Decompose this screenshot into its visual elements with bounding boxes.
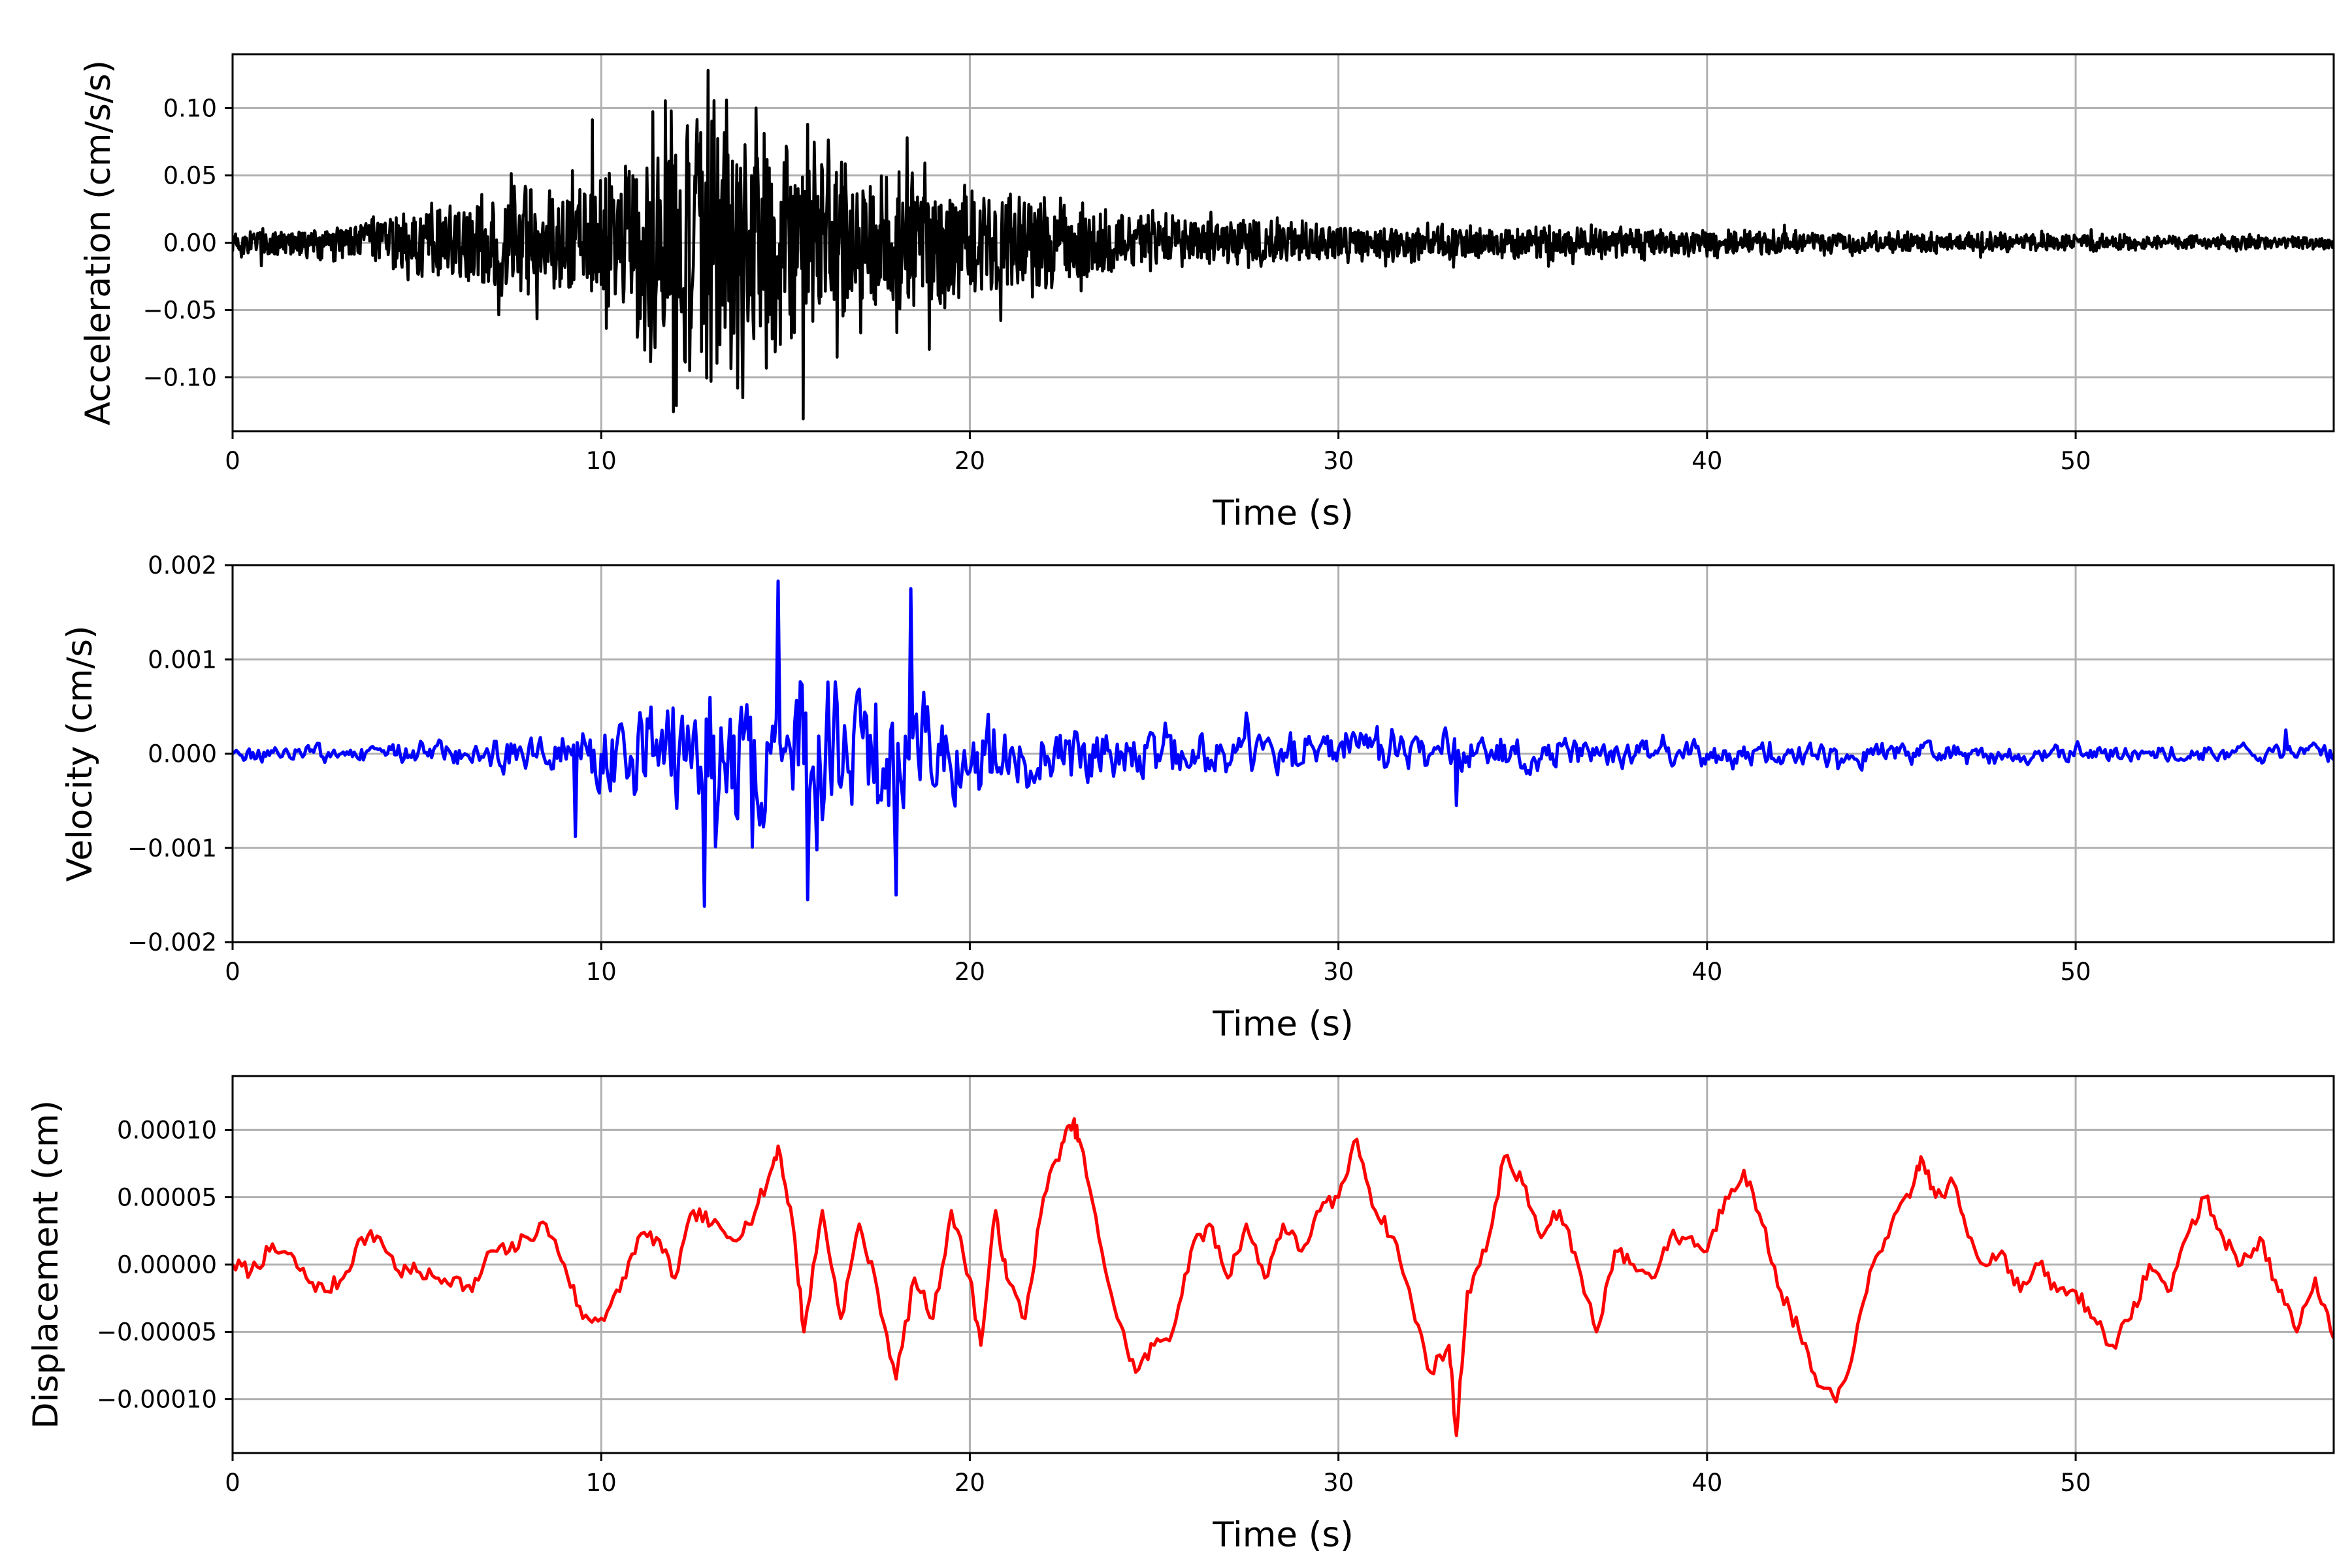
- velocity-series-line: [233, 580, 2334, 908]
- y-tick-label: 0.10: [163, 94, 217, 122]
- x-axis-label: Time (s): [1212, 1515, 1354, 1555]
- x-tick-label: 0: [225, 447, 240, 475]
- x-tick-label: 0: [225, 958, 240, 986]
- x-tick-label: 20: [955, 447, 985, 475]
- x-axis-label: Time (s): [1212, 493, 1354, 533]
- x-tick-label: 30: [1323, 447, 1354, 475]
- y-tick-label: −0.00005: [97, 1318, 217, 1347]
- y-tick-label: 0.001: [148, 645, 217, 674]
- y-tick-label: −0.10: [143, 364, 217, 392]
- y-tick-label: 0.00: [163, 229, 217, 257]
- x-tick-label: 30: [1323, 958, 1354, 986]
- y-tick-label: −0.001: [127, 834, 217, 862]
- x-tick-label: 10: [586, 958, 617, 986]
- y-tick-label: −0.002: [127, 928, 217, 956]
- x-axis-label: Time (s): [1212, 1004, 1354, 1044]
- velocity-panel: 0 10 20 30 40 50 0.002 0.001 0.000 −0.001 −0.002 Ti…: [60, 551, 2335, 1044]
- x-tick-label: 40: [1691, 1469, 1722, 1497]
- y-tick-label: 0.00005: [117, 1183, 217, 1211]
- x-tick-label: 10: [586, 447, 617, 475]
- y-tick-label: 0.00000: [117, 1251, 217, 1279]
- y-tick-label: 0.00010: [117, 1116, 217, 1144]
- y-tick-label: 0.05: [163, 161, 217, 189]
- x-tick-label: 50: [2061, 958, 2091, 986]
- acceleration-series-line: [233, 69, 2334, 421]
- x-tick-label: 20: [955, 958, 985, 986]
- x-tick-label: 40: [1691, 958, 1722, 986]
- y-axis-label: Displacement (cm): [26, 1100, 66, 1429]
- y-axis-label: Acceleration (cm/s/s): [78, 60, 118, 425]
- acceleration-panel: 0 10 20 30 40 50 0.10 0.05 0.00 −0.05 −0.10 Time (s…: [78, 53, 2335, 533]
- subplots: 0 10 20 30 40 50 0.10 0.05 0.00 −0.05 −0.10 Time (s…: [26, 53, 2335, 1555]
- x-tick-label: 40: [1691, 447, 1722, 475]
- x-tick-label: 50: [2061, 1469, 2091, 1497]
- y-tick-label: 0.002: [148, 551, 217, 580]
- y-axis-label: Velocity (cm/s): [60, 625, 100, 881]
- x-tick-label: 20: [955, 1469, 985, 1497]
- x-tick-label: 50: [2061, 447, 2091, 475]
- y-tick-label: −0.00010: [97, 1386, 217, 1414]
- x-tick-label: 30: [1323, 1469, 1354, 1497]
- x-tick-label: 0: [225, 1469, 240, 1497]
- displacement-panel: 0 10 20 30 40 50 0.00010 0.00005 0.00000 −0.00005…: [26, 1075, 2335, 1555]
- displacement-series-line: [233, 1117, 2334, 1437]
- x-tick-label: 10: [586, 1469, 617, 1497]
- y-tick-label: −0.05: [143, 297, 217, 325]
- y-tick-label: 0.000: [148, 740, 217, 768]
